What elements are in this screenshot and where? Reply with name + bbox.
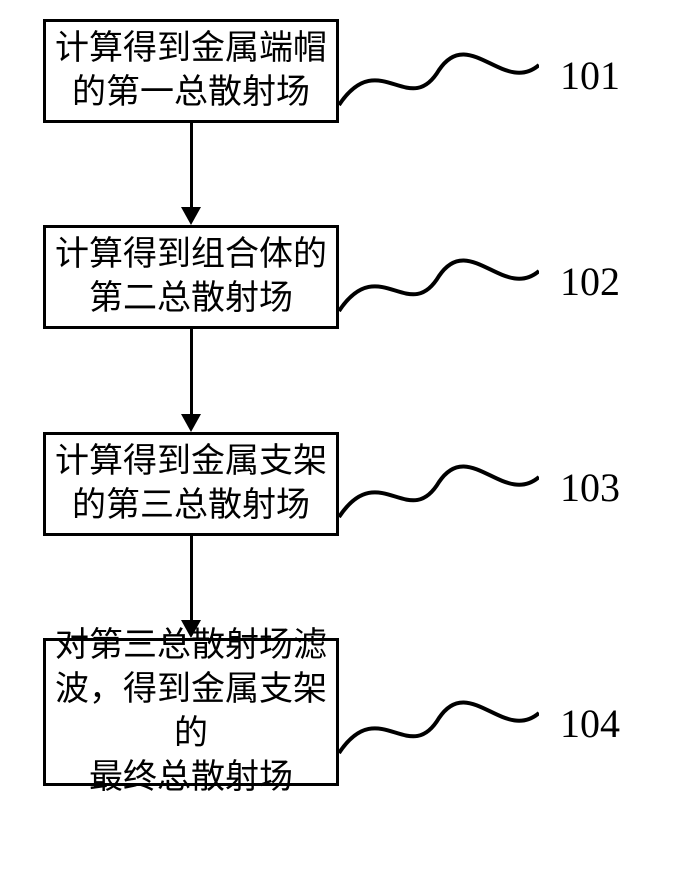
- step-label-4: 104: [560, 700, 620, 747]
- squiggle-1: [339, 40, 539, 110]
- squiggle-3: [339, 452, 539, 522]
- flow-node-1: 计算得到金属端帽 的第一总散射场: [43, 19, 339, 123]
- step-label-1: 101: [560, 52, 620, 99]
- flow-node-3: 计算得到金属支架 的第三总散射场: [43, 432, 339, 536]
- squiggle-2: [339, 246, 539, 316]
- step-label-3: 103: [560, 464, 620, 511]
- arrow-1-head: [181, 207, 201, 225]
- step-label-2: 102: [560, 258, 620, 305]
- flow-node-4: 对第三总散射场滤 波，得到金属支架的 最终总散射场: [43, 638, 339, 786]
- arrow-2-head: [181, 414, 201, 432]
- arrow-2-line: [190, 329, 193, 414]
- flow-node-1-text: 计算得到金属端帽 的第一总散射场: [55, 27, 327, 115]
- arrow-3-line: [190, 536, 193, 620]
- flow-node-4-text: 对第三总散射场滤 波，得到金属支架的 最终总散射场: [46, 624, 336, 801]
- arrow-3-head: [181, 620, 201, 638]
- flow-node-2-text: 计算得到组合体的 第二总散射场: [55, 233, 327, 321]
- arrow-1-line: [190, 123, 193, 207]
- flow-node-2: 计算得到组合体的 第二总散射场: [43, 225, 339, 329]
- squiggle-4: [339, 688, 539, 758]
- flow-node-3-text: 计算得到金属支架 的第三总散射场: [55, 440, 327, 528]
